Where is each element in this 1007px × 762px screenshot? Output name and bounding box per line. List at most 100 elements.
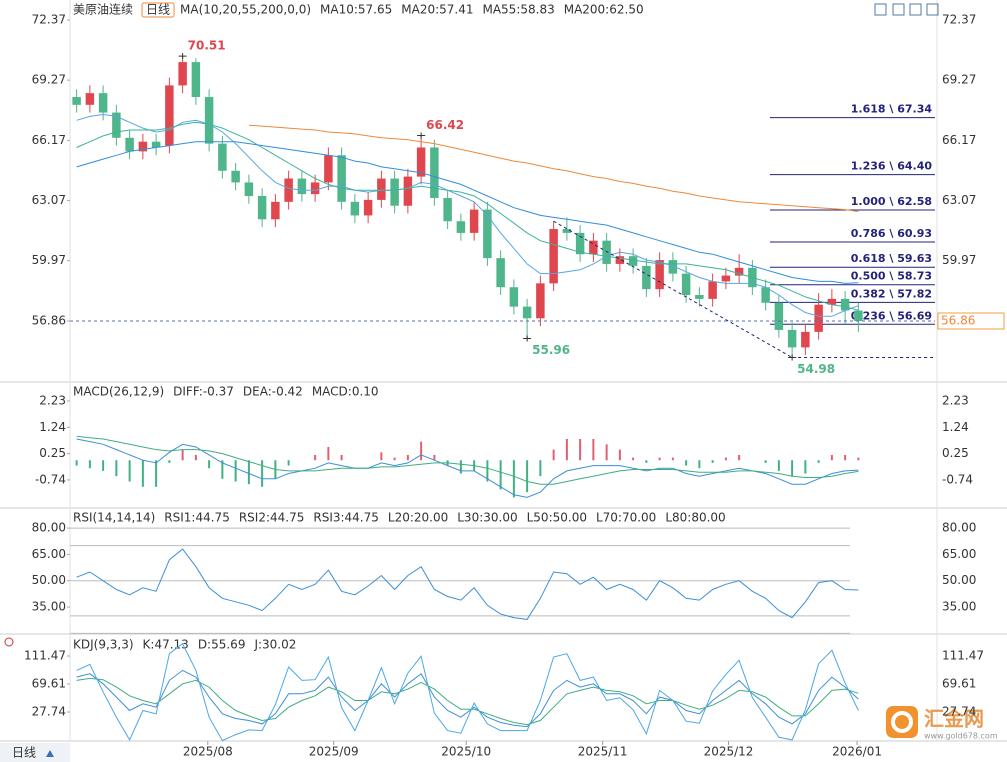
y-tick-label: 0.25 bbox=[39, 446, 66, 460]
toolbar bbox=[874, 3, 939, 16]
y-tick-label: 2.23 bbox=[39, 394, 66, 408]
legend-label: MA10:57.65 bbox=[320, 3, 392, 17]
y-tick-label: 35.00 bbox=[32, 600, 66, 614]
y-tick-label: 65.00 bbox=[32, 547, 66, 561]
candle-body bbox=[363, 199, 373, 216]
logo-name: 汇金网 bbox=[924, 707, 984, 731]
legend-label: MACD:0.10 bbox=[312, 385, 379, 399]
y-tick-label: 63.07 bbox=[942, 193, 976, 207]
y-tick-label: 72.37 bbox=[32, 12, 66, 26]
candle-body bbox=[787, 329, 797, 348]
candle-body bbox=[801, 331, 810, 348]
candle-body bbox=[337, 155, 346, 202]
trend-line bbox=[553, 220, 793, 358]
y-tick-label: 1.24 bbox=[942, 420, 969, 434]
candle-body bbox=[840, 298, 850, 311]
tool-icon[interactable] bbox=[874, 3, 887, 16]
x-tick-label: 2025/12 bbox=[704, 745, 754, 759]
y-tick-label: 50.00 bbox=[32, 573, 66, 587]
y-tick-label: 69.61 bbox=[32, 677, 66, 691]
candle-body bbox=[695, 294, 704, 299]
candle-body bbox=[562, 229, 572, 233]
y-tick-label: 27.74 bbox=[32, 705, 66, 719]
caret-icon bbox=[46, 750, 54, 757]
y-tick-label: 69.27 bbox=[32, 73, 66, 87]
candle-body bbox=[721, 275, 731, 282]
y-tick-label: 59.97 bbox=[32, 253, 66, 267]
y-tick-label: 66.17 bbox=[942, 133, 976, 147]
candle-body bbox=[191, 62, 201, 98]
y-tick-label: 65.00 bbox=[942, 547, 976, 561]
candle-body bbox=[430, 147, 439, 198]
candle-body bbox=[112, 112, 121, 138]
ma-line bbox=[76, 121, 859, 311]
x-tick-label: 2026/01 bbox=[832, 745, 882, 759]
pane-title: MACD(26,12,9) bbox=[73, 385, 164, 399]
fib-label: 0.500 \ 58.73 bbox=[851, 270, 932, 283]
fib-label: 0.236 \ 56.69 bbox=[851, 309, 932, 322]
y-tick-label: 2.23 bbox=[942, 394, 969, 408]
legend-label: L70:70.00 bbox=[596, 511, 656, 525]
legend-label: MA200:62.50 bbox=[564, 3, 644, 17]
candle-body bbox=[85, 93, 95, 105]
price-label: 56.86 bbox=[941, 314, 975, 328]
candle-body bbox=[681, 273, 691, 295]
candle-body bbox=[72, 97, 81, 105]
legend-label: MA20:57.41 bbox=[401, 3, 473, 17]
x-tick-label: 2025/08 bbox=[183, 745, 233, 759]
y-tick-label: 63.07 bbox=[32, 193, 66, 207]
fib-label: 0.382 \ 57.82 bbox=[851, 287, 932, 300]
y-tick-label: 80.00 bbox=[942, 521, 976, 535]
legend-label: RSI1:44.75 bbox=[164, 511, 230, 525]
candle-body bbox=[350, 201, 360, 216]
period-button[interactable]: 日线 bbox=[0, 743, 70, 762]
tool-icon[interactable] bbox=[909, 3, 922, 16]
y-tick-label: 69.61 bbox=[942, 677, 976, 691]
tool-icon[interactable] bbox=[926, 3, 939, 16]
indicator-line bbox=[76, 548, 859, 620]
candle-body bbox=[443, 197, 452, 222]
candle-body bbox=[509, 287, 519, 307]
candle-body bbox=[814, 304, 823, 332]
indicator-line bbox=[76, 435, 859, 485]
legend-label: RSI2:44.75 bbox=[239, 511, 305, 525]
candle-body bbox=[774, 302, 784, 330]
indicator-line bbox=[76, 677, 859, 726]
y-tick-label: 69.27 bbox=[942, 73, 976, 87]
x-tick-label: 2025/09 bbox=[309, 745, 359, 759]
x-tick-label: 2025/10 bbox=[441, 745, 491, 759]
y-tick-label: 1.24 bbox=[39, 420, 66, 434]
period-button-label: 日线 bbox=[12, 746, 36, 760]
legend-label: L30:30.00 bbox=[457, 511, 517, 525]
candle-body bbox=[178, 62, 187, 86]
y-tick-label: -0.74 bbox=[35, 472, 66, 486]
fib-label: 1.618 \ 67.34 bbox=[851, 103, 933, 116]
candle-body bbox=[310, 182, 320, 195]
extreme-label: 70.51 bbox=[188, 39, 226, 53]
candle-body bbox=[575, 232, 585, 255]
y-tick-label: 72.37 bbox=[942, 12, 976, 26]
extreme-marker bbox=[788, 354, 797, 361]
candle-body bbox=[642, 265, 651, 290]
candle-body bbox=[734, 267, 744, 276]
logo-icon bbox=[886, 706, 918, 738]
candle-body bbox=[231, 170, 240, 183]
legend-label: MA55:58.83 bbox=[482, 3, 554, 17]
tool-icon[interactable] bbox=[892, 3, 905, 16]
pane-title: KDJ(9,3,3) bbox=[73, 638, 134, 652]
extreme-marker bbox=[417, 132, 426, 139]
settings-icon[interactable] bbox=[4, 637, 14, 647]
candle-body bbox=[708, 281, 717, 299]
y-tick-label: 35.00 bbox=[942, 600, 976, 614]
candle-body bbox=[125, 137, 134, 152]
candle-body bbox=[151, 141, 161, 148]
y-tick-label: 59.97 bbox=[942, 253, 976, 267]
candle-body bbox=[403, 176, 413, 206]
candle-body bbox=[218, 143, 227, 171]
candle-body bbox=[244, 182, 254, 197]
candle-body bbox=[324, 155, 333, 183]
ma-line bbox=[248, 124, 859, 212]
y-tick-label: 56.86 bbox=[32, 314, 66, 328]
fib-label: 0.786 \ 60.93 bbox=[851, 227, 932, 240]
